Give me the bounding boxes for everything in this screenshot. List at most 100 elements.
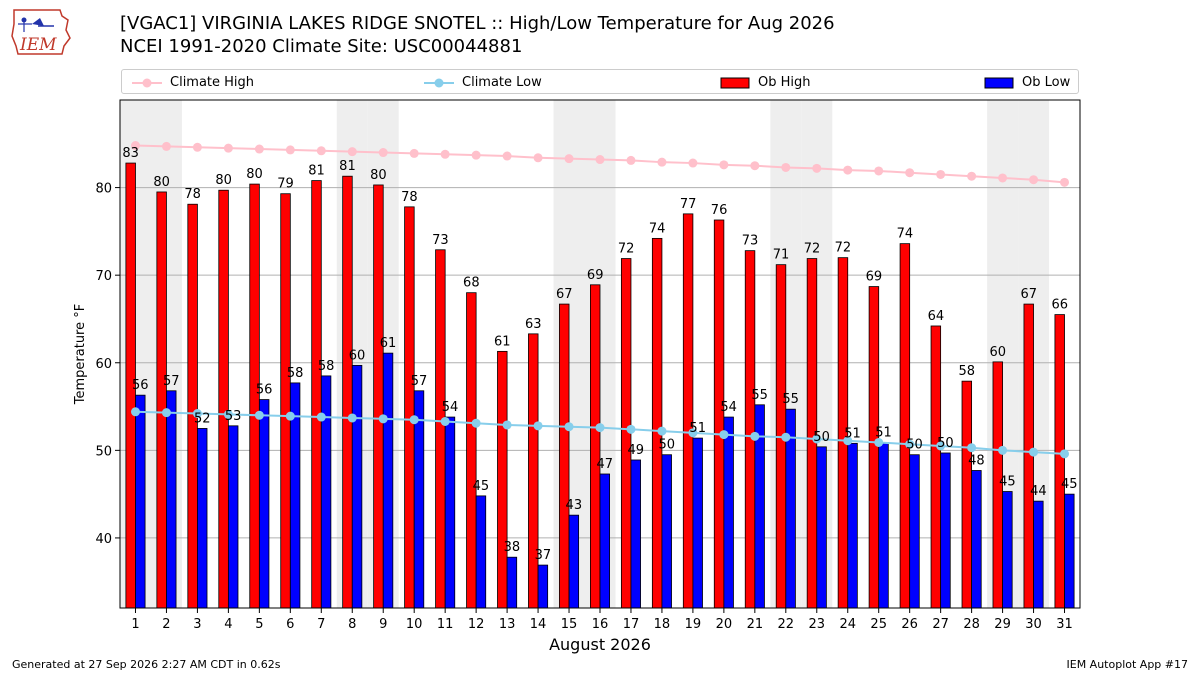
ob-high-bar (1054, 314, 1065, 609)
x-tick-label: 26 (901, 617, 918, 632)
y-tick-label: 50 (95, 444, 112, 459)
climate-low-point (812, 434, 822, 444)
ob-low-bar (197, 428, 208, 609)
ob-high-label: 72 (804, 242, 821, 257)
ob-low-bar (444, 416, 456, 609)
ob-low-bar (940, 452, 951, 609)
x-tick-label: 10 (406, 617, 423, 632)
legend-label: Ob High (758, 75, 811, 90)
ob-high-label: 78 (401, 190, 418, 205)
ob-high-label: 81 (339, 159, 356, 174)
ob-low-label: 50 (937, 436, 954, 451)
x-tick-label: 2 (162, 617, 170, 632)
climate-low-point (378, 414, 388, 424)
climate-low-point (223, 409, 233, 419)
x-tick-label: 18 (654, 617, 671, 632)
y-tick-label: 60 (95, 357, 112, 372)
climate-low-point (657, 426, 667, 436)
climate-high-point (254, 144, 264, 154)
ob-low-bar (351, 364, 363, 609)
climate-low-point (130, 407, 140, 417)
climate-low-point (471, 418, 481, 428)
legend: Climate High Climate Low Ob High Ob Low (121, 69, 1079, 94)
x-tick-label: 19 (685, 617, 702, 632)
ob-low-bar (506, 556, 518, 609)
ob-high-label: 80 (153, 175, 170, 190)
ob-low-label: 43 (566, 498, 583, 513)
ob-high-bar (961, 380, 973, 609)
x-tick-label: 22 (778, 617, 795, 632)
ob-high-label: 71 (773, 248, 790, 263)
climate-low-point (409, 415, 419, 425)
x-tick-label: 30 (1025, 617, 1042, 632)
ob-high-bar (682, 213, 694, 609)
climate-low-point (254, 410, 264, 420)
ob-low-bar (971, 470, 982, 609)
climate-high-point (688, 158, 698, 168)
ob-low-label: 55 (751, 388, 768, 403)
legend-label: Climate Low (462, 75, 542, 90)
climate-high-point (626, 155, 636, 165)
ob-high-bar (899, 243, 911, 609)
climate-low-point (1060, 449, 1070, 459)
ob-high-bar (868, 286, 880, 609)
x-tick-label: 21 (747, 617, 764, 632)
climate-low-point (192, 409, 202, 419)
ob-low-label: 57 (411, 374, 428, 389)
climate-low-point (688, 428, 698, 438)
ob-low-bar (568, 514, 580, 609)
chart-title: [VGAC1] VIRGINIA LAKES RIDGE SNOTEL :: H… (120, 12, 835, 58)
ob-low-label: 44 (1030, 484, 1047, 499)
x-tick-label: 16 (592, 617, 609, 632)
ob-low-label: 45 (999, 475, 1016, 490)
ob-high-label: 76 (711, 203, 728, 218)
climate-low-point (967, 443, 977, 453)
y-tick-label: 80 (95, 182, 112, 197)
ob-low-label: 58 (318, 359, 335, 374)
climate-high-point (781, 162, 791, 172)
x-tick-label: 24 (839, 617, 856, 632)
title-line-1: [VGAC1] VIRGINIA LAKES RIDGE SNOTEL :: H… (120, 13, 835, 34)
ob-high-label: 61 (494, 334, 511, 349)
ob-low-label: 60 (349, 348, 366, 363)
ob-high-label: 74 (897, 227, 914, 242)
climate-low-point (564, 422, 574, 432)
ob-high-bar (435, 249, 446, 609)
x-tick-label: 20 (716, 617, 733, 632)
ob-high-bar (280, 193, 291, 609)
climate-high-point (936, 169, 946, 179)
ob-high-label: 67 (556, 287, 573, 302)
ob-low-label: 51 (875, 425, 892, 440)
ob-high-label: 69 (587, 268, 604, 283)
ob-low-label: 51 (689, 421, 706, 436)
climate-high-point (843, 165, 853, 175)
climate-high-point (967, 171, 977, 181)
climate-low-point (533, 421, 543, 431)
x-tick-label: 23 (809, 617, 826, 632)
ob-high-bar (311, 180, 322, 609)
ob-high-bar (466, 292, 477, 609)
ob-high-bar (342, 175, 353, 609)
ob-low-label: 45 (1061, 477, 1078, 492)
ob-high-label: 63 (525, 317, 542, 332)
ob-low-label: 50 (813, 430, 830, 445)
x-tick-label: 14 (530, 617, 547, 632)
climate-high-point (347, 147, 357, 157)
climate-high-point (750, 161, 760, 171)
ob-low-label: 57 (163, 374, 180, 389)
x-tick-label: 3 (193, 617, 201, 632)
ob-high-label: 72 (618, 242, 635, 257)
ob-low-label: 61 (380, 336, 397, 351)
x-tick-label: 4 (224, 617, 232, 632)
title-line-2: NCEI 1991-2020 Climate Site: USC00044881 (120, 36, 523, 57)
ob-low-label: 51 (844, 426, 861, 441)
ob-low-bar (258, 399, 270, 609)
ob-high-bar (559, 303, 570, 609)
ob-low-label: 48 (968, 453, 985, 468)
ob-low-bar (1002, 491, 1013, 609)
climate-low-point (316, 412, 326, 422)
climate-high-point (223, 143, 233, 153)
legend-label: Climate High (170, 75, 255, 90)
ob-low-bar (166, 390, 177, 609)
ob-high-bar (218, 189, 229, 609)
